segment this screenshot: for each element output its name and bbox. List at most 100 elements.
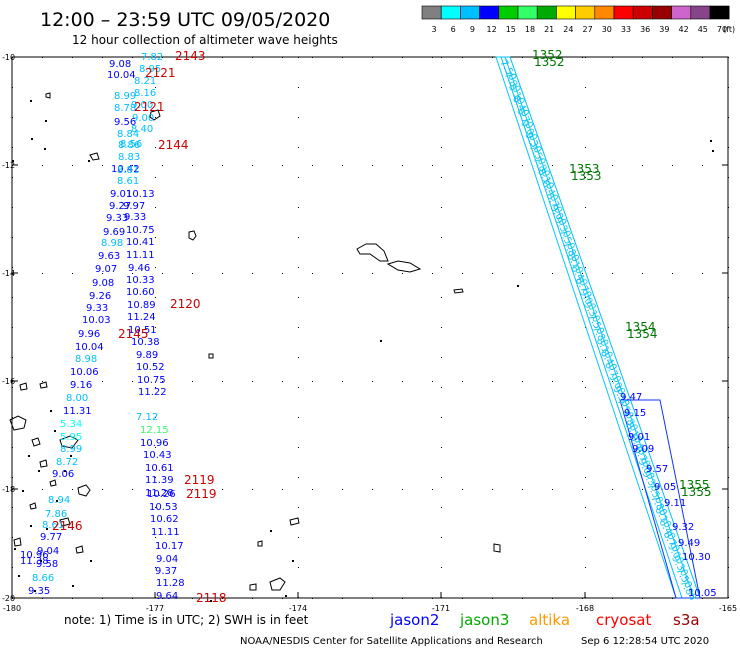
wave-height-label: 11.11 [151,527,180,538]
legend-swatch [460,5,480,20]
wave-height-label: 8.98 [101,238,123,249]
legend-swatch [421,5,442,20]
wave-height-label: 9.04 [37,546,59,557]
wave-height-label: 9.35 [28,586,50,597]
wave-height-label: 5.34 [60,419,82,430]
wave-height-label: 10.60 [126,287,155,298]
legend-label: 15 [506,25,516,34]
wave-height-label: 11.39 [145,475,174,486]
wave-height-label: 10.43 [143,450,172,461]
wave-height-label: 10.75 [126,225,155,236]
coastlines [9,92,501,591]
legend-swatch [498,5,519,20]
wave-height-label: 8.86 [118,140,140,151]
right-track-value: 10.05 [688,588,717,599]
satellite-legend-item: jason3 [459,611,509,629]
right-track-value: 9.47 [620,392,642,403]
track-id-label: 2143 [175,49,206,63]
wave-height-label: 9.97 [123,201,145,212]
wave-height-label: 10.96 [140,438,169,449]
wave-height-label: 9.27 [109,201,131,212]
legend-label: 24 [563,25,573,34]
wave-height-label: 8.16 [134,88,156,99]
legend-label: 45 [698,25,708,34]
legend-swatch [479,5,500,20]
track-id-label: 1354 [627,327,658,341]
wave-height-label: 12.15 [140,425,169,436]
wave-height-label: 10.13 [126,189,155,200]
lon-label: -165 [719,604,737,613]
wave-height-label: 9.77 [40,532,62,543]
note-text: note: 1) Time is in UTC; 2) SWH is in fe… [64,613,309,627]
legend-label: 12 [487,25,497,34]
wave-height-label: 9.33 [124,212,146,223]
wave-height-label: 8.95 [139,64,161,75]
wave-height-label: 9.07 [95,264,117,275]
legend-label: 70 [717,25,727,34]
right-track-value: 9.32 [672,522,694,533]
legend-swatch [690,5,711,20]
legend-swatch [709,5,730,20]
lat-label: -14 [2,269,15,278]
wave-height-label: 9.06 [52,469,74,480]
right-track-value: 9.09 [632,444,654,455]
lat-label: -18 [2,485,15,494]
right-track-value: 9.05 [654,482,676,493]
wave-height-label: 10.38 [131,337,160,348]
lat-label: -10 [2,53,15,62]
wave-height-label: 8.61 [42,520,64,531]
wave-height-label: 8.72 [56,457,78,468]
wave-height-label: 10.17 [155,541,184,552]
wave-height-label: 10.26 [147,489,176,500]
satellite-legend-item: cryosat [596,611,651,629]
wave-height-label: 9.00 [131,100,153,111]
wave-height-label: 9.26 [89,291,111,302]
wave-height-label: 8.83 [118,152,140,163]
lon-label: -168 [576,604,594,613]
wave-height-label: 9.56 [114,117,136,128]
wave-height-label: 10.41 [126,237,155,248]
wave-height-label: 10.03 [82,315,111,326]
track-id-label: 2121 [145,66,176,80]
legend-swatch [556,5,576,20]
wave-height-label: 11.38 [20,556,49,567]
wave-height-label: 8.99 [114,91,136,102]
track-id-label: 1353 [569,162,600,176]
legend-label: 33 [621,25,631,34]
legend-unit: (ft) [723,25,735,34]
legend-label: 18 [525,25,535,34]
wave-height-label: 10.04 [107,70,136,81]
wave-height-label: 8.78 [114,103,136,114]
satellite-swath [495,56,701,599]
lat-label: -20 [2,594,15,603]
wave-height-label: 9.46 [128,263,150,274]
wave-height-label: 9.01 [110,189,132,200]
legend-label: 21 [544,25,554,34]
wave-height-label: 8.40 [131,124,153,135]
right-track-value: 9.01 [628,432,650,443]
legend-label: 36 [640,25,650,34]
credit-text: NOAA/NESDIS Center for Satellite Applica… [240,636,543,647]
wave-height-label: 11.28 [156,578,185,589]
legend-label: 30 [602,25,612,34]
wave-height-label: 11.28 [145,488,174,499]
wave-height-label: 10.62 [150,514,179,525]
generated-time: Sep 6 12:28:54 UTC 2020 [581,636,709,647]
track-id-label: 1354 [625,320,656,334]
lon-label: -174 [289,604,307,613]
wave-height-label: 9.64 [156,591,178,602]
legend-swatch [575,5,596,20]
wave-height-label: 10.61 [145,463,174,474]
track-id-label: 2119 [184,473,215,487]
wave-height-label: 10.04 [75,342,104,353]
lon-label: -177 [146,604,164,613]
color-legend: 3 6 9 12 15 18 21 24 27 30 33 36 39 42 45 70(ft) [421,5,735,34]
satellite-legend-item: altika [529,611,570,629]
right-track-value: 9.57 [646,464,668,475]
track-id-label: 1352 [532,48,563,62]
legend-swatch [652,5,672,20]
wave-height-label: 10.96 [20,550,49,561]
wave-height-label: 11.11 [126,250,155,261]
wave-height-label: 8.66 [32,573,54,584]
